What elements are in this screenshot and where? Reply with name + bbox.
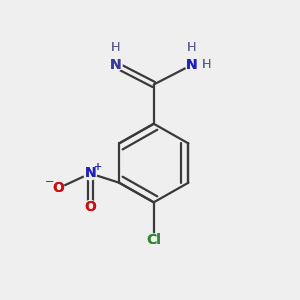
Circle shape <box>147 234 160 247</box>
Text: H: H <box>111 41 120 54</box>
Text: O: O <box>84 200 96 214</box>
Text: N: N <box>84 167 96 180</box>
Circle shape <box>51 182 64 195</box>
Text: +: + <box>93 161 101 172</box>
Text: −: − <box>45 176 55 187</box>
Text: H: H <box>187 41 196 54</box>
Text: N: N <box>110 58 122 72</box>
Text: N: N <box>186 58 198 72</box>
Text: Cl: Cl <box>146 233 161 248</box>
Circle shape <box>84 167 97 180</box>
Circle shape <box>84 200 97 213</box>
Text: N: N <box>186 58 198 72</box>
Text: N: N <box>110 58 122 72</box>
Text: O: O <box>52 182 64 196</box>
Text: H: H <box>111 41 120 54</box>
Text: H: H <box>187 41 196 54</box>
Text: O: O <box>52 182 64 196</box>
Text: +: + <box>93 161 101 172</box>
Text: −: − <box>45 176 55 187</box>
Text: O: O <box>84 200 96 214</box>
Text: N: N <box>84 167 96 180</box>
Text: Cl: Cl <box>146 233 161 248</box>
Circle shape <box>109 58 122 71</box>
Text: H: H <box>202 58 212 71</box>
Text: H: H <box>202 58 212 71</box>
Circle shape <box>185 58 198 71</box>
